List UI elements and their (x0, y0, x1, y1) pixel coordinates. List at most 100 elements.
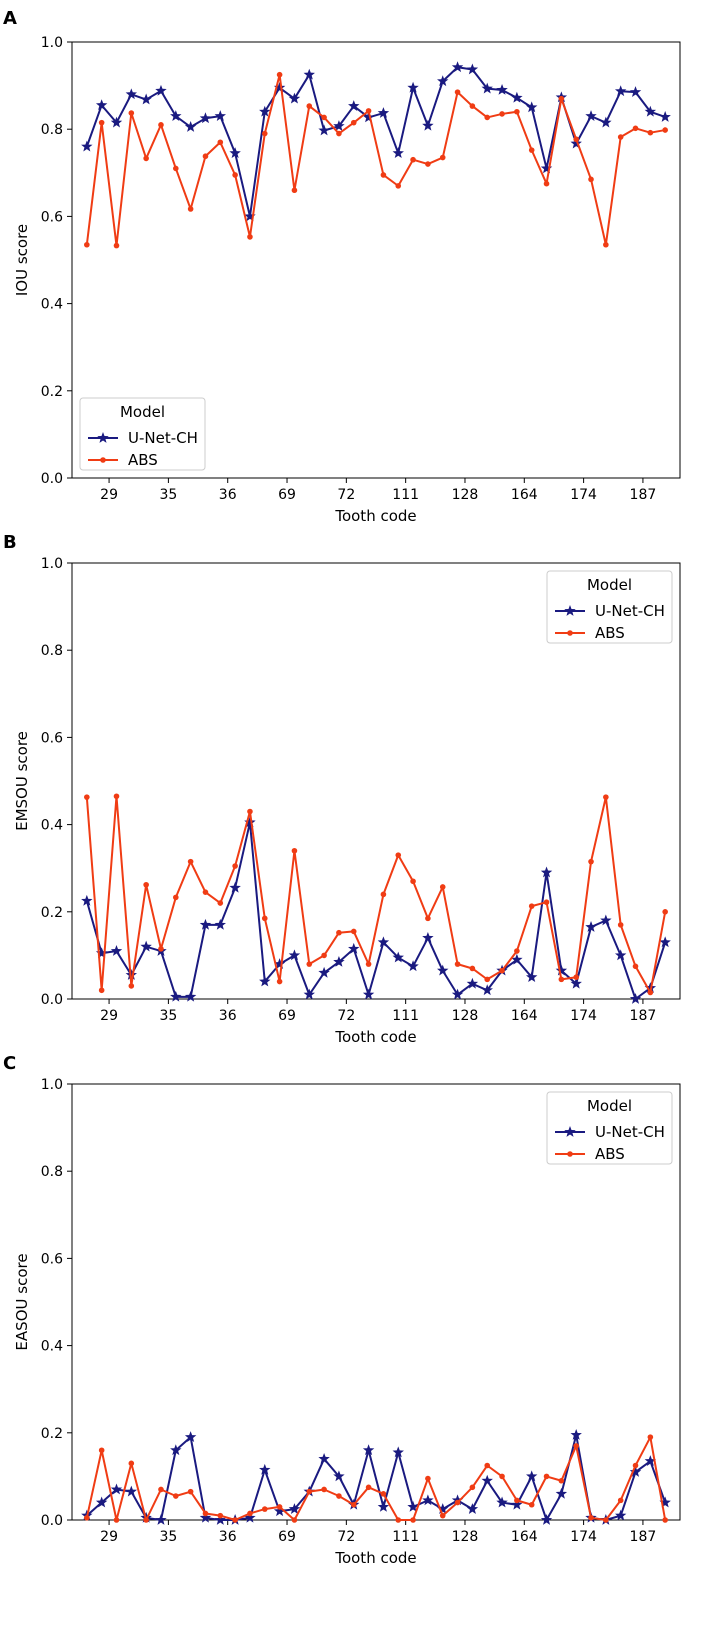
data-point-abs (380, 1491, 387, 1497)
legend-label-abs: ABS (595, 1145, 625, 1163)
data-point-abs (395, 852, 402, 858)
data-point-u-net-ch (540, 1514, 553, 1525)
data-point-u-net-ch (422, 1494, 434, 1506)
data-point-u-net-ch (629, 1466, 642, 1477)
data-point-abs (336, 929, 342, 936)
data-point-u-net-ch (644, 105, 657, 117)
data-point-u-net-ch (362, 988, 375, 1000)
data-point-abs (261, 915, 268, 922)
data-point-abs (84, 1515, 90, 1521)
data-point-abs (202, 889, 209, 895)
data-point-abs (573, 1443, 579, 1449)
data-point-u-net-ch (273, 81, 286, 93)
data-point-u-net-ch (600, 116, 612, 128)
data-point-abs (395, 183, 402, 189)
data-point-u-net-ch (392, 1446, 404, 1458)
x-tick-label: 35 (159, 1008, 177, 1024)
legend: Model U-Net-CH ABS (79, 397, 206, 471)
data-point-abs (617, 922, 624, 928)
panel-a: A 0.0 0.2 0.4 0.6 0.8 1.0 29 35 36 69 72 111 128 164 17… (3, 8, 681, 525)
data-point-u-net-ch (170, 1444, 182, 1456)
data-point-u-net-ch (600, 914, 612, 926)
data-point-u-net-ch (585, 110, 597, 121)
series-line-u-net-ch (85, 821, 667, 1000)
data-point-u-net-ch (170, 990, 182, 1002)
y-tick-label: 0.4 (41, 297, 63, 313)
series-abs (84, 1434, 668, 1523)
data-point-u-net-ch (318, 966, 330, 978)
data-point-abs (499, 1473, 505, 1480)
data-point-abs (603, 794, 609, 800)
x-axis-label: Tooth code (334, 1028, 416, 1046)
legend-marker-u-net-ch (97, 432, 109, 443)
data-point-abs (336, 1493, 342, 1499)
data-point-abs (336, 130, 342, 137)
x-tick-label: 36 (219, 1529, 237, 1545)
x-tick-label: 69 (278, 1529, 296, 1545)
data-point-abs (543, 1473, 550, 1480)
data-point-abs (439, 884, 446, 890)
data-point-abs (558, 95, 565, 102)
panel-b: B 0.0 0.2 0.4 0.6 0.8 1.0 29 35 36 69 72 111 128 164 17… (3, 532, 681, 1046)
data-point-u-net-ch (229, 881, 241, 893)
y-tick-label: 1.0 (41, 35, 63, 51)
legend-marker-abs (567, 630, 573, 636)
data-point-abs (232, 172, 238, 178)
data-point-u-net-ch (511, 1498, 523, 1510)
data-point-u-net-ch (259, 975, 271, 987)
y-tick-label: 0.0 (41, 1513, 63, 1529)
data-point-abs (528, 147, 535, 153)
y-tick-label: 0.6 (41, 209, 63, 225)
data-point-abs (588, 1515, 594, 1521)
legend-box (546, 570, 673, 644)
y-tick-label: 0.2 (41, 1426, 63, 1442)
data-point-u-net-ch (184, 1431, 197, 1443)
data-point-u-net-ch (273, 1505, 286, 1517)
data-point-abs (128, 110, 135, 116)
series-abs (84, 793, 668, 996)
data-point-u-net-ch (377, 936, 390, 948)
data-point-abs (469, 1484, 476, 1491)
data-point-abs (425, 161, 431, 167)
x-tick-label: 187 (630, 1529, 657, 1545)
data-point-abs (128, 1460, 135, 1467)
data-point-abs (276, 1504, 283, 1510)
data-point-abs (306, 1488, 313, 1495)
data-point-abs (113, 242, 120, 249)
legend-title: Model (587, 576, 632, 594)
data-point-u-net-ch (303, 988, 315, 1000)
data-point-abs (573, 974, 579, 980)
x-tick-label: 72 (337, 1008, 355, 1024)
data-point-u-net-ch (184, 990, 197, 1002)
y-tick-label: 0.2 (41, 905, 63, 921)
data-point-abs (632, 125, 639, 132)
data-point-abs (158, 122, 164, 128)
data-point-u-net-ch (244, 1511, 256, 1523)
data-point-abs (514, 1497, 520, 1504)
y-tick-label: 0.2 (41, 384, 63, 400)
x-tick-label: 187 (630, 1008, 657, 1024)
data-point-u-net-ch (81, 140, 93, 152)
data-point-abs (632, 1462, 639, 1469)
data-point-abs (410, 156, 416, 163)
series-line-u-net-ch (86, 1433, 667, 1521)
data-point-u-net-ch (392, 147, 404, 159)
data-point-u-net-ch (155, 84, 167, 96)
panel-letter: C (3, 1053, 16, 1074)
x-tick-label: 29 (100, 1008, 118, 1024)
x-tick-label: 69 (278, 487, 296, 503)
data-point-u-net-ch (184, 121, 197, 132)
x-tick-label: 36 (219, 1008, 237, 1024)
data-point-abs (84, 241, 90, 248)
data-point-abs (247, 234, 253, 240)
data-point-abs (232, 863, 238, 869)
data-point-u-net-ch (407, 81, 419, 93)
data-point-u-net-ch (214, 110, 226, 121)
x-tick-label: 164 (511, 1008, 538, 1024)
x-tick-label: 35 (159, 487, 177, 503)
data-point-abs (469, 965, 476, 972)
data-point-u-net-ch (95, 947, 108, 959)
data-point-abs (321, 952, 327, 959)
data-point-abs (217, 1512, 224, 1519)
